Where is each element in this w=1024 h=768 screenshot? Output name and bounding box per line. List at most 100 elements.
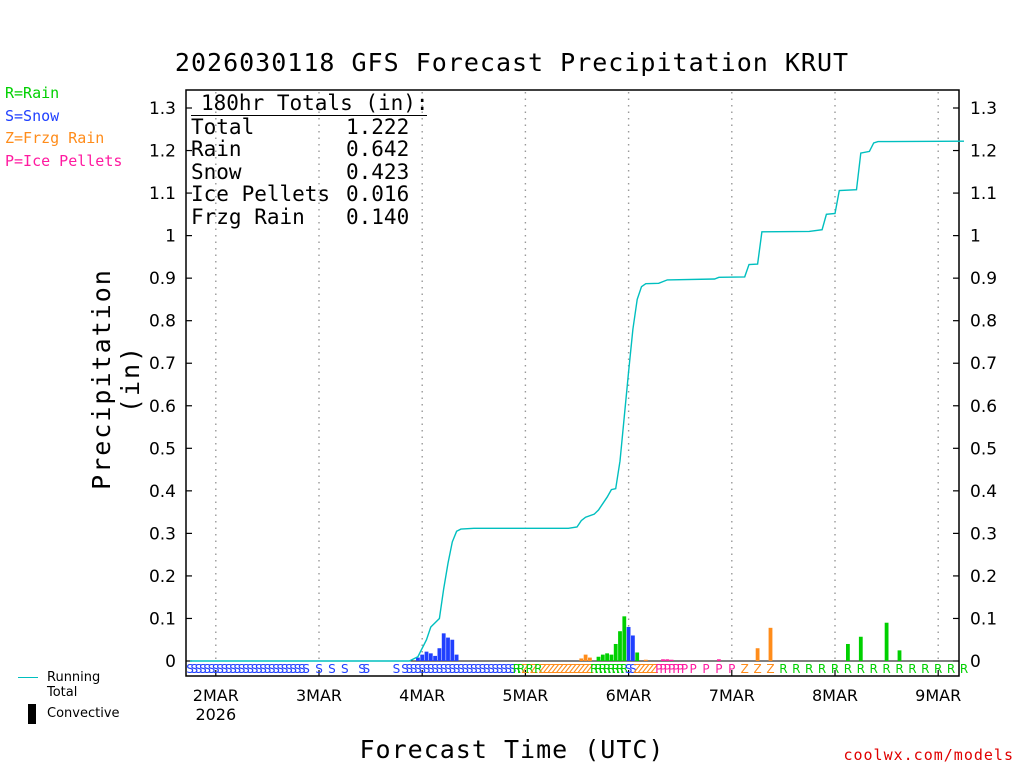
totals-label: Total — [191, 114, 255, 139]
type-code-r: R — [934, 662, 942, 676]
y-tick-label-left: 0.8 — [149, 312, 176, 332]
type-code-p: P — [659, 662, 666, 676]
type-code-s: S — [470, 662, 478, 676]
y-tick-label-right: 0.7 — [970, 354, 997, 374]
running-total-line — [190, 140, 965, 662]
type-code-r: R — [616, 662, 624, 676]
precip-bar — [618, 631, 622, 661]
type-code-s: S — [431, 662, 439, 676]
y-tick-label-right: 0.4 — [970, 482, 997, 502]
totals-value: 1.222 — [346, 114, 410, 139]
type-code-z: Z — [581, 662, 589, 676]
y-tick-label-right: 1.2 — [970, 142, 997, 162]
type-code-z: Z — [556, 662, 564, 676]
type-code-s: S — [285, 662, 293, 676]
y-tick-label-left: 0.9 — [149, 269, 176, 289]
x-tick-label: 5MAR — [502, 686, 548, 705]
type-code-s: S — [341, 662, 349, 676]
type-code-p: P — [672, 662, 679, 676]
precip-bar — [609, 654, 614, 661]
type-code-s: S — [259, 662, 267, 676]
precip-bar — [622, 616, 627, 661]
type-code-p: P — [668, 662, 675, 676]
totals-row-ice-pellets: Ice Pellets 0.016 — [191, 183, 427, 206]
type-code-s: S — [225, 662, 233, 676]
y-tick-label-right: 0.8 — [970, 312, 997, 332]
type-code-r: R — [844, 662, 852, 676]
type-code-s: S — [362, 662, 370, 676]
precip-bar — [669, 659, 674, 661]
type-code-s: S — [298, 662, 306, 676]
precip-bar — [768, 627, 773, 661]
x-tick-label: 7MAR — [709, 686, 755, 705]
precip-bar — [635, 652, 640, 661]
totals-row-snow: Snow 0.423 — [191, 160, 427, 184]
totals-box: 180hr Totals (in): Total 1.222 Rain 0.642 … — [191, 92, 429, 229]
type-code-s: S — [423, 662, 431, 676]
type-code-s: S — [238, 662, 246, 676]
totals-label: Frzg Rain — [191, 204, 305, 229]
type-code-s: S — [479, 662, 487, 676]
y-tick-label-left: 0.2 — [149, 567, 176, 587]
totals-row-frzg-rain: Frzg Rain 0.140 — [191, 204, 427, 229]
type-code-s: S — [208, 662, 216, 676]
type-code-r: R — [870, 662, 878, 676]
type-code-z: Z — [633, 662, 641, 676]
y-tick-label-right: 0.1 — [970, 609, 997, 629]
y-tick-label-left: 1 — [165, 227, 176, 247]
precip-bar — [643, 659, 648, 661]
type-code-z: Z — [642, 662, 650, 676]
precip-bar — [717, 659, 721, 661]
type-code-s: S — [281, 662, 289, 676]
type-code-z: Z — [586, 662, 594, 676]
type-code-s: S — [195, 662, 203, 676]
y-tick-label-left: 0 — [165, 652, 176, 672]
legend-rain: R=Rain — [5, 84, 60, 102]
type-code-s: S — [414, 662, 422, 676]
type-code-p: P — [702, 662, 709, 676]
type-code-z: Z — [573, 662, 581, 676]
type-code-z: Z — [547, 662, 555, 676]
type-code-s: S — [233, 662, 241, 676]
x-tick-label: 4MAR — [399, 686, 445, 705]
precip-bar — [600, 654, 605, 661]
type-code-z: Z — [560, 662, 568, 676]
type-code-s: S — [229, 662, 237, 676]
type-code-s: S — [629, 662, 637, 676]
y-tick-label-right: 1.3 — [970, 99, 997, 119]
type-code-r: R — [607, 662, 615, 676]
type-code-p: P — [664, 662, 671, 676]
type-code-s: S — [315, 662, 323, 676]
type-code-s: S — [440, 662, 448, 676]
totals-heading: 180hr Totals (in): — [191, 92, 429, 116]
type-code-s: S — [268, 662, 276, 676]
type-code-s: S — [453, 662, 461, 676]
type-code-z: Z — [766, 662, 774, 676]
totals-label: Rain — [191, 137, 242, 161]
y-tick-label-right: 0.3 — [970, 524, 997, 544]
type-code-r: R — [882, 662, 890, 676]
chart-title: 2026030118 GFS Forecast Precipitation KR… — [174, 48, 850, 77]
precip-bar — [755, 648, 760, 661]
y-tick-label-right: 0.2 — [970, 567, 997, 587]
precip-bar — [454, 654, 459, 661]
x-tick-label: 9MAR — [915, 686, 961, 705]
type-legend: R=Rain S=Snow Z=Frzg Rain P=Ice Pellets — [5, 82, 122, 172]
type-code-r: R — [895, 662, 903, 676]
type-code-p: P — [681, 662, 688, 676]
type-code-s: S — [436, 662, 444, 676]
convective-bar-icon — [28, 704, 36, 724]
type-code-z: Z — [538, 662, 546, 676]
precip-bar — [596, 656, 601, 661]
type-code-s: S — [272, 662, 280, 676]
x-tick-label: 6MAR — [606, 686, 652, 705]
type-code-s: S — [457, 662, 465, 676]
legend-snow: S=Snow — [5, 106, 60, 125]
precip-bar — [441, 633, 446, 661]
type-code-s: S — [444, 662, 452, 676]
type-code-z: Z — [569, 662, 577, 676]
legend-ice-pellets: P=Ice Pellets — [5, 151, 123, 170]
precip-bar — [665, 659, 670, 661]
type-code-r: R — [526, 662, 534, 676]
